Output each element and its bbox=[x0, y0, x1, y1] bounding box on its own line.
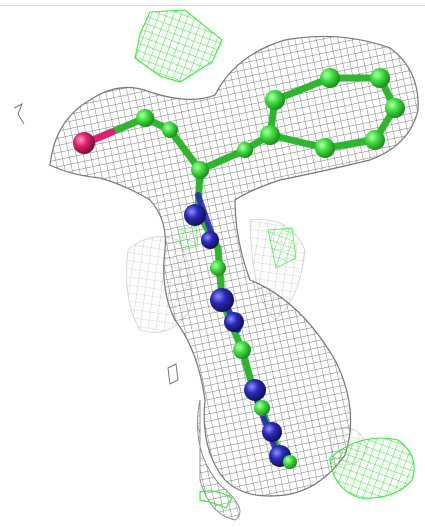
carbon-atom bbox=[370, 68, 390, 88]
carbon-atom bbox=[233, 341, 251, 359]
nitrogen-atom bbox=[210, 288, 234, 312]
nitrogen-atom bbox=[262, 422, 282, 442]
carbon-atom bbox=[265, 90, 285, 110]
stray-mesh-fragments bbox=[13, 102, 179, 385]
carbon-atom bbox=[210, 260, 226, 276]
carbon-atom bbox=[385, 98, 405, 118]
carbon-atom bbox=[136, 109, 154, 127]
carbon-atom bbox=[237, 142, 253, 158]
nitrogen-atom bbox=[244, 379, 266, 401]
top-divider bbox=[0, 5, 425, 6]
carbon-atom bbox=[162, 122, 178, 138]
carbon-atom bbox=[254, 400, 270, 416]
carbon-atom bbox=[315, 138, 335, 158]
oxygen-atom bbox=[73, 132, 95, 154]
difference-density-positive-mesh bbox=[134, 9, 415, 509]
nitrogen-atom bbox=[184, 204, 206, 226]
carbon-atom bbox=[283, 455, 297, 469]
nitrogen-atom bbox=[224, 312, 244, 332]
nitrogen-atom bbox=[201, 231, 219, 249]
carbon-atom bbox=[260, 125, 280, 145]
carbon-atom bbox=[320, 68, 340, 88]
carbon-atom bbox=[191, 161, 209, 179]
atom-spheres-icon bbox=[73, 68, 405, 469]
carbon-atom bbox=[365, 130, 385, 150]
